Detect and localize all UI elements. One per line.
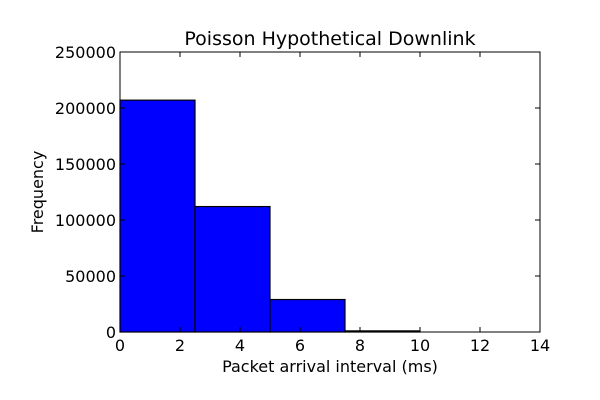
chart-title: Poisson Hypothetical Downlink <box>184 28 475 50</box>
x-tick-label: 8 <box>355 336 365 355</box>
y-axis-ticks: 0 50000 100000 150000 200000 250000 <box>55 43 540 342</box>
y-tick-label: 250000 <box>55 43 116 62</box>
x-tick-label: 12 <box>470 336 490 355</box>
y-tick-label: 200000 <box>55 99 116 118</box>
bars-layer <box>119 99 421 333</box>
x-tick-label: 2 <box>175 336 185 355</box>
x-axis-ticks: 0 2 4 6 8 10 12 14 <box>115 52 550 355</box>
x-tick-label: 10 <box>410 336 430 355</box>
y-tick-label: 50000 <box>65 267 116 286</box>
y-tick-label: 150000 <box>55 155 116 174</box>
x-tick-label: 14 <box>530 336 550 355</box>
x-axis-label: Packet arrival interval (ms) <box>222 357 438 376</box>
histogram-bar-0 <box>119 99 196 333</box>
y-tick-label: 0 <box>106 323 116 342</box>
x-tick-label: 4 <box>235 336 245 355</box>
x-tick-label: 6 <box>295 336 305 355</box>
x-tick-label: 0 <box>115 336 125 355</box>
plot-frame <box>119 51 541 333</box>
histogram-bar-1 <box>194 205 271 333</box>
y-tick-label: 100000 <box>55 211 116 230</box>
y-axis-label: Frequency <box>28 151 47 234</box>
histogram-bar-2 <box>269 298 346 333</box>
